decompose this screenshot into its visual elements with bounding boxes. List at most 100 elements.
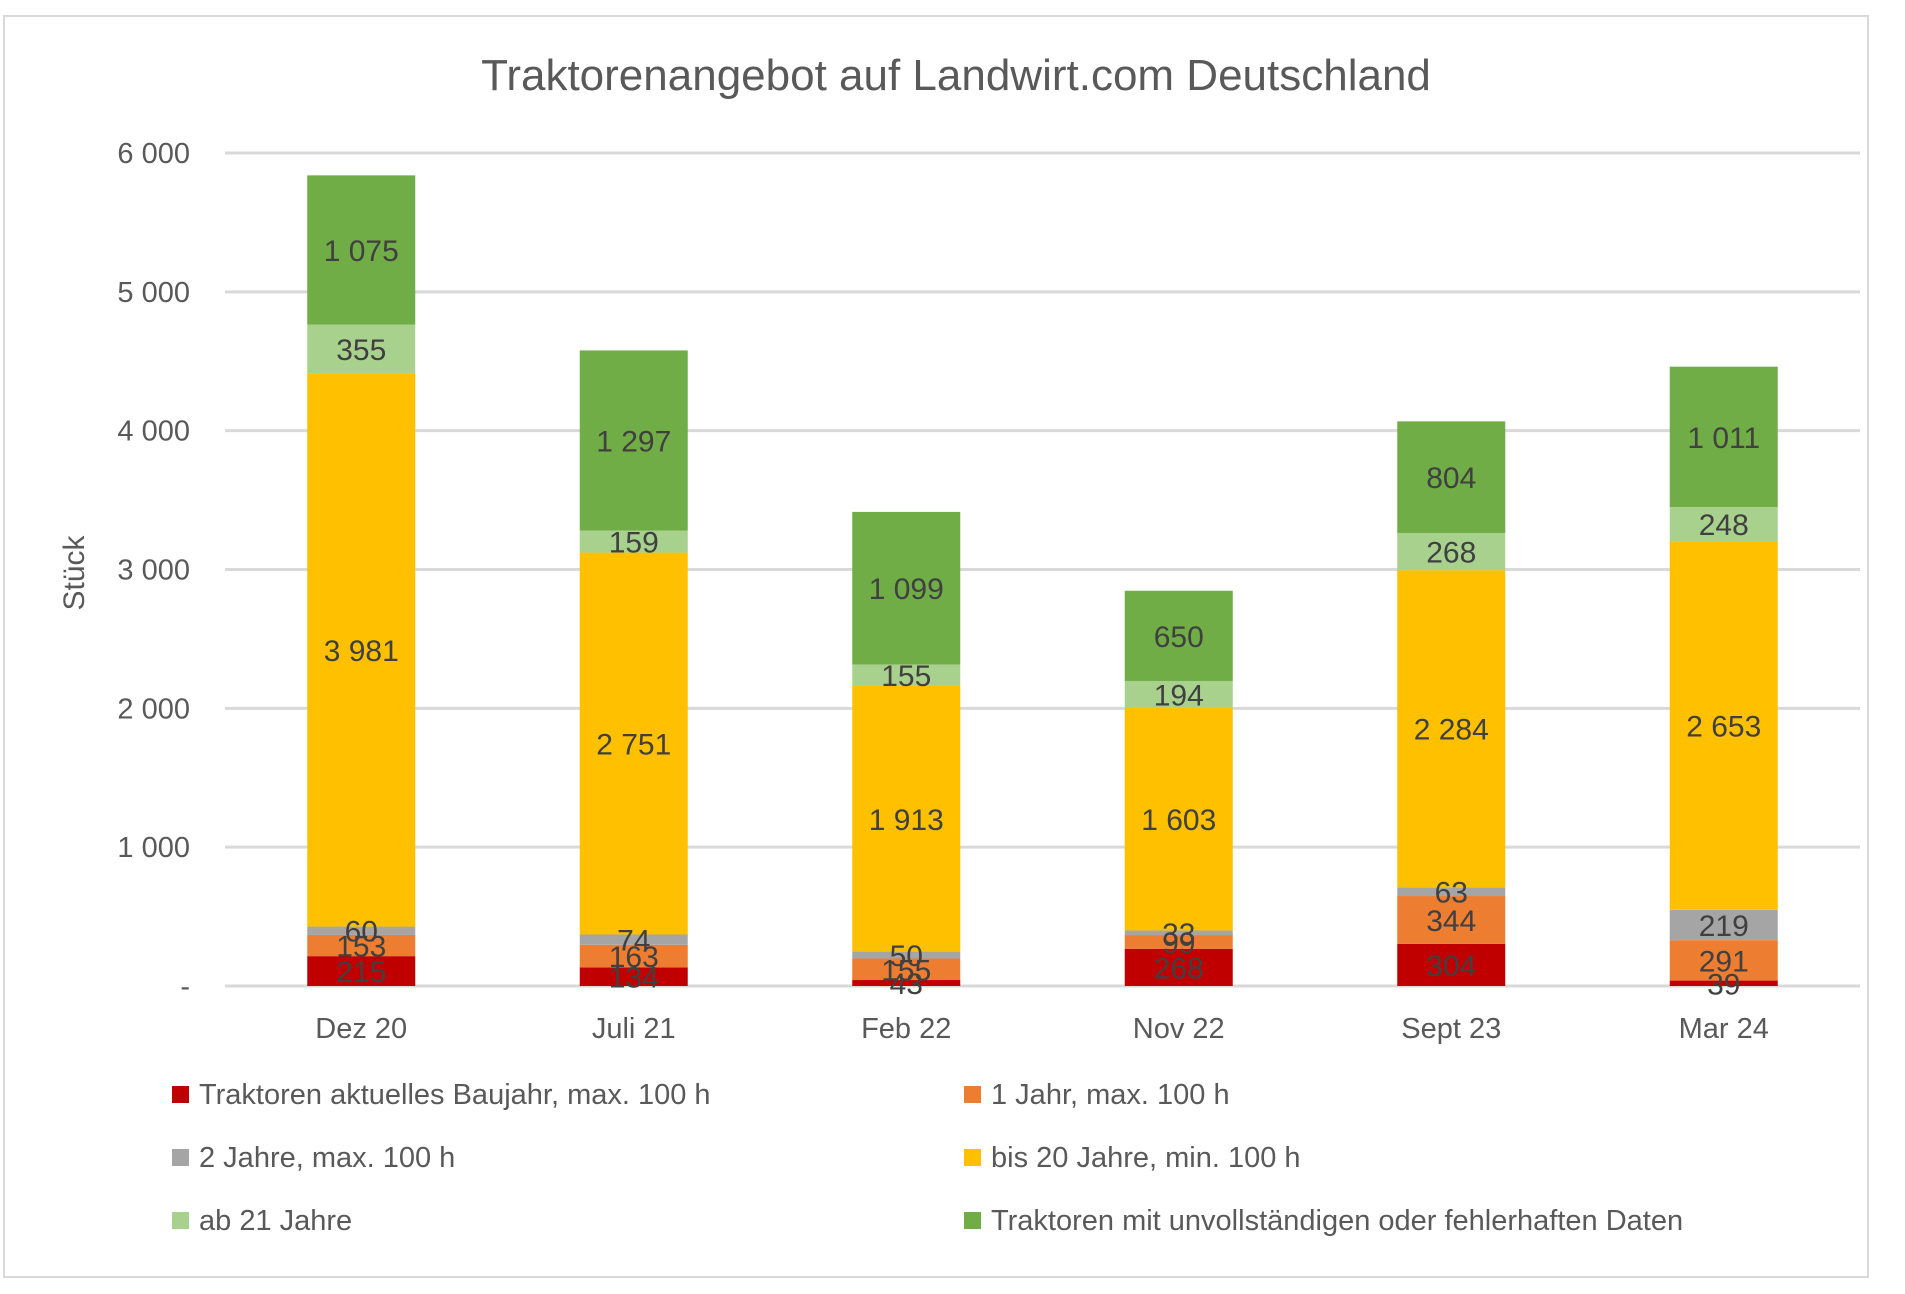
bar-segment xyxy=(1669,541,1778,910)
bar-segment xyxy=(1397,943,1506,986)
bar-segment xyxy=(579,944,688,968)
bar-segment xyxy=(579,350,688,531)
bar-segment xyxy=(579,552,688,935)
bar-segment xyxy=(579,967,688,986)
data-label: 1 913 xyxy=(869,804,944,837)
legend-item: Traktoren mit unvollständigen oder fehle… xyxy=(964,1205,1683,1237)
data-label: 63 xyxy=(1435,877,1468,910)
bar-segment xyxy=(579,530,688,553)
legend-label: 1 Jahr, max. 100 h xyxy=(991,1079,1230,1111)
data-label: 194 xyxy=(1154,679,1204,712)
bar-segment xyxy=(1397,421,1506,533)
legend-label: Traktoren aktuelles Baujahr, max. 100 h xyxy=(199,1079,711,1111)
bar-segment xyxy=(1124,590,1233,681)
y-tick-label: 4 000 xyxy=(117,416,190,448)
bar-segment xyxy=(307,926,416,935)
y-tick-label: 3 000 xyxy=(117,555,190,587)
x-tick-label: Juli 21 xyxy=(592,1013,676,1045)
gridlines xyxy=(225,151,1860,988)
data-label: 155 xyxy=(881,954,931,987)
data-label: 3 981 xyxy=(324,635,399,668)
y-tick-label: 5 000 xyxy=(117,277,190,309)
data-label: 155 xyxy=(881,660,931,693)
data-label: 304 xyxy=(1426,950,1476,983)
bar-segment xyxy=(307,956,416,986)
bar-segment xyxy=(1669,366,1778,508)
legend-swatch xyxy=(172,1086,189,1103)
x-tick-label: Sept 23 xyxy=(1401,1013,1501,1045)
data-label: 159 xyxy=(609,527,659,560)
data-label: 50 xyxy=(890,940,923,973)
x-tick-label: Feb 22 xyxy=(861,1013,951,1045)
bar-segment xyxy=(1124,930,1233,936)
data-label: 163 xyxy=(609,941,659,974)
legend-swatch xyxy=(964,1086,981,1103)
bar-segment xyxy=(1397,570,1506,888)
legend-swatch xyxy=(964,1212,981,1229)
legend-swatch xyxy=(964,1149,981,1166)
data-label: 43 xyxy=(890,968,923,1001)
data-label: 39 xyxy=(1707,968,1740,1001)
legend-swatch xyxy=(172,1149,189,1166)
legend-item: 1 Jahr, max. 100 h xyxy=(964,1079,1230,1111)
bar-segment xyxy=(1669,507,1778,542)
data-label: 248 xyxy=(1699,509,1749,542)
data-label: 134 xyxy=(609,962,659,995)
bar-segment xyxy=(1397,532,1506,571)
data-label: 291 xyxy=(1699,945,1749,978)
data-label: 1 011 xyxy=(1687,422,1760,455)
bar-segment xyxy=(1124,935,1233,949)
data-label: 1 297 xyxy=(596,425,671,458)
bar-segment xyxy=(1397,896,1506,944)
data-label: 74 xyxy=(617,925,650,958)
y-tick-label: 1 000 xyxy=(117,832,190,864)
data-label: 2 653 xyxy=(1686,711,1761,744)
bar-segment xyxy=(1124,707,1233,931)
data-label: 1 075 xyxy=(324,235,399,268)
legend-label: 2 Jahre, max. 100 h xyxy=(199,1142,455,1174)
legend-swatch xyxy=(172,1212,189,1229)
legend-item: Traktoren aktuelles Baujahr, max. 100 h xyxy=(172,1079,711,1111)
bar-segment xyxy=(1669,980,1778,986)
data-label: 344 xyxy=(1426,905,1476,938)
legend-item: 2 Jahre, max. 100 h xyxy=(172,1142,455,1174)
legend-label: bis 20 Jahre, min. 100 h xyxy=(991,1142,1301,1174)
data-label: 355 xyxy=(336,334,386,367)
data-label: 215 xyxy=(336,956,386,989)
data-label: 1 099 xyxy=(869,573,944,606)
x-tick-label: Nov 22 xyxy=(1133,1013,1225,1045)
data-label: 2 284 xyxy=(1414,714,1489,747)
legend-label: Traktoren mit unvollständigen oder fehle… xyxy=(991,1205,1683,1237)
data-label: 268 xyxy=(1426,537,1476,570)
bar-segment xyxy=(852,958,961,981)
bar-segment xyxy=(852,664,961,686)
legend-item: bis 20 Jahre, min. 100 h xyxy=(964,1142,1301,1174)
bar-segment xyxy=(1124,680,1233,708)
x-tick-label: Dez 20 xyxy=(315,1013,407,1045)
y-tick-label: 2 000 xyxy=(117,693,190,725)
bar-segment xyxy=(307,373,416,927)
y-tick-label: - xyxy=(180,971,190,1003)
bar-segment xyxy=(307,324,416,374)
bar-segment xyxy=(852,511,961,665)
y-axis-label: Stück xyxy=(58,534,91,610)
data-label: 99 xyxy=(1162,927,1195,960)
y-tick-label: 6 000 xyxy=(117,138,190,170)
data-label: 650 xyxy=(1154,621,1204,654)
bar-segment xyxy=(852,685,961,952)
y-axis-ticks: - 1 000 2 000 3 000 4 000 5 000 6 000 xyxy=(117,138,190,1003)
data-label: 2 751 xyxy=(596,729,671,762)
bar-segment xyxy=(307,175,416,325)
bar-segment xyxy=(1397,887,1506,897)
bar-segment xyxy=(579,934,688,945)
data-label: 153 xyxy=(336,931,386,964)
bar-segment xyxy=(1669,940,1778,981)
legend-label: ab 21 Jahre xyxy=(199,1205,352,1237)
bar-segment xyxy=(1669,909,1778,941)
bar-segment xyxy=(1124,948,1233,986)
bars xyxy=(307,175,1778,986)
legend: Traktoren aktuelles Baujahr, max. 100 h 1… xyxy=(172,1079,1683,1237)
bar-segment xyxy=(852,951,961,959)
